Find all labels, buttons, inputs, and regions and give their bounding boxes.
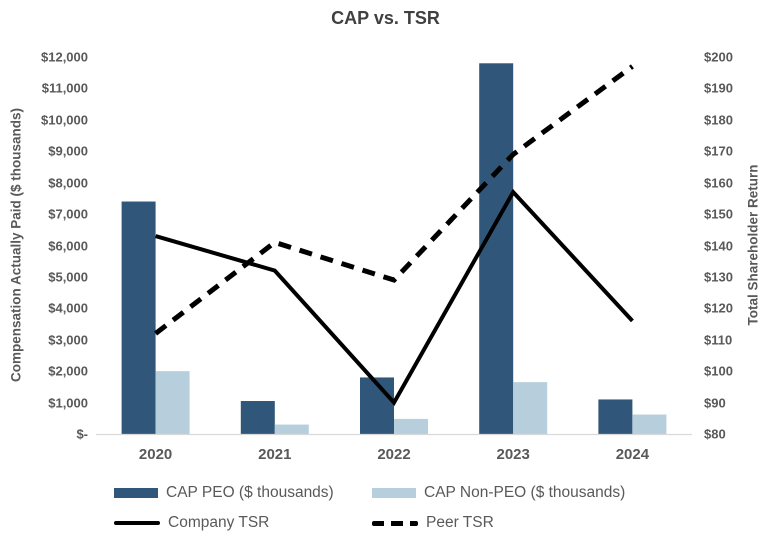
line-peer-tsr [154,64,634,336]
legend-label: CAP Non-PEO ($ thousands) [424,484,626,501]
x-axis-label-2021: 2021 [258,446,292,463]
bar-cap-peo-2021 [240,401,275,434]
bar-cap-non-peo-2022 [394,418,428,434]
bar-cap-non-peo-2020 [155,371,190,434]
right-tick-label: $130 [704,269,733,285]
legend-label: CAP PEO ($ thousands) [166,484,334,501]
line-company-tsr [155,188,634,406]
left-tick-label: $4,000 [48,300,88,316]
cap-peo-swatch [114,488,158,498]
legend-item-cap-peo: CAP PEO ($ thousands) [114,484,334,502]
bar-cap-non-peo-2024 [632,414,667,434]
x-axis-label-2020: 2020 [138,446,173,463]
bar-cap-non-peo-2021 [274,424,309,434]
bar-cap-peo-2024 [598,399,633,434]
legend-item-cap-non-peo: CAP Non-PEO ($ thousands) [372,484,625,502]
right-tick-label: $180 [704,112,733,128]
bar-cap-peo-2023 [479,63,514,435]
bar-cap-peo-2020 [121,201,156,434]
legend-item-company-tsr: Company TSR [114,514,269,532]
right-tick-label: $120 [704,300,733,316]
right-tick-label: $160 [704,175,733,191]
left-tick-label: $6,000 [48,238,88,253]
right-tick-label: $200 [704,49,733,65]
peer-tsr-swatch [372,520,418,526]
x-axis-label-2023: 2023 [496,446,530,463]
legend-label: Peer TSR [426,514,494,531]
right-tick-label: $110 [704,332,733,348]
chart-title: CAP vs. TSR [331,8,440,28]
x-axis-label-2024: 2024 [615,446,650,463]
left-tick-label: $- [76,426,88,442]
left-tick-label: $9,000 [48,143,88,159]
left-tick-label: $3,000 [48,332,88,348]
legend-label: Company TSR [168,514,270,531]
left-tick-label: $8,000 [48,175,88,191]
right-tick-label: $190 [704,80,733,96]
left-tick-label: $2,000 [48,363,88,379]
bar-cap-peo-2022 [360,377,394,434]
left-tick-label: $7,000 [48,206,88,222]
left-tick-label: $5,000 [48,269,88,285]
bar-cap-non-peo-2023 [513,382,548,434]
right-tick-label: $170 [704,143,733,159]
company-tsr-swatch [114,521,160,525]
x-axis-label-2022: 2022 [377,446,411,463]
left-tick-label: $11,000 [41,80,88,96]
right-tick-label: $90 [704,395,726,411]
left-tick-label: $12,000 [41,49,88,65]
left-tick-label: $1,000 [48,395,88,411]
right-tick-label: $140 [704,238,733,253]
right-tick-label: $80 [704,426,726,442]
right-tick-label: $100 [704,363,733,379]
legend-item-peer-tsr: Peer TSR [372,514,494,532]
right-tick-label: $150 [704,206,733,222]
cap-non-peo-swatch [372,488,416,498]
left-tick-label: $10,000 [41,112,88,128]
